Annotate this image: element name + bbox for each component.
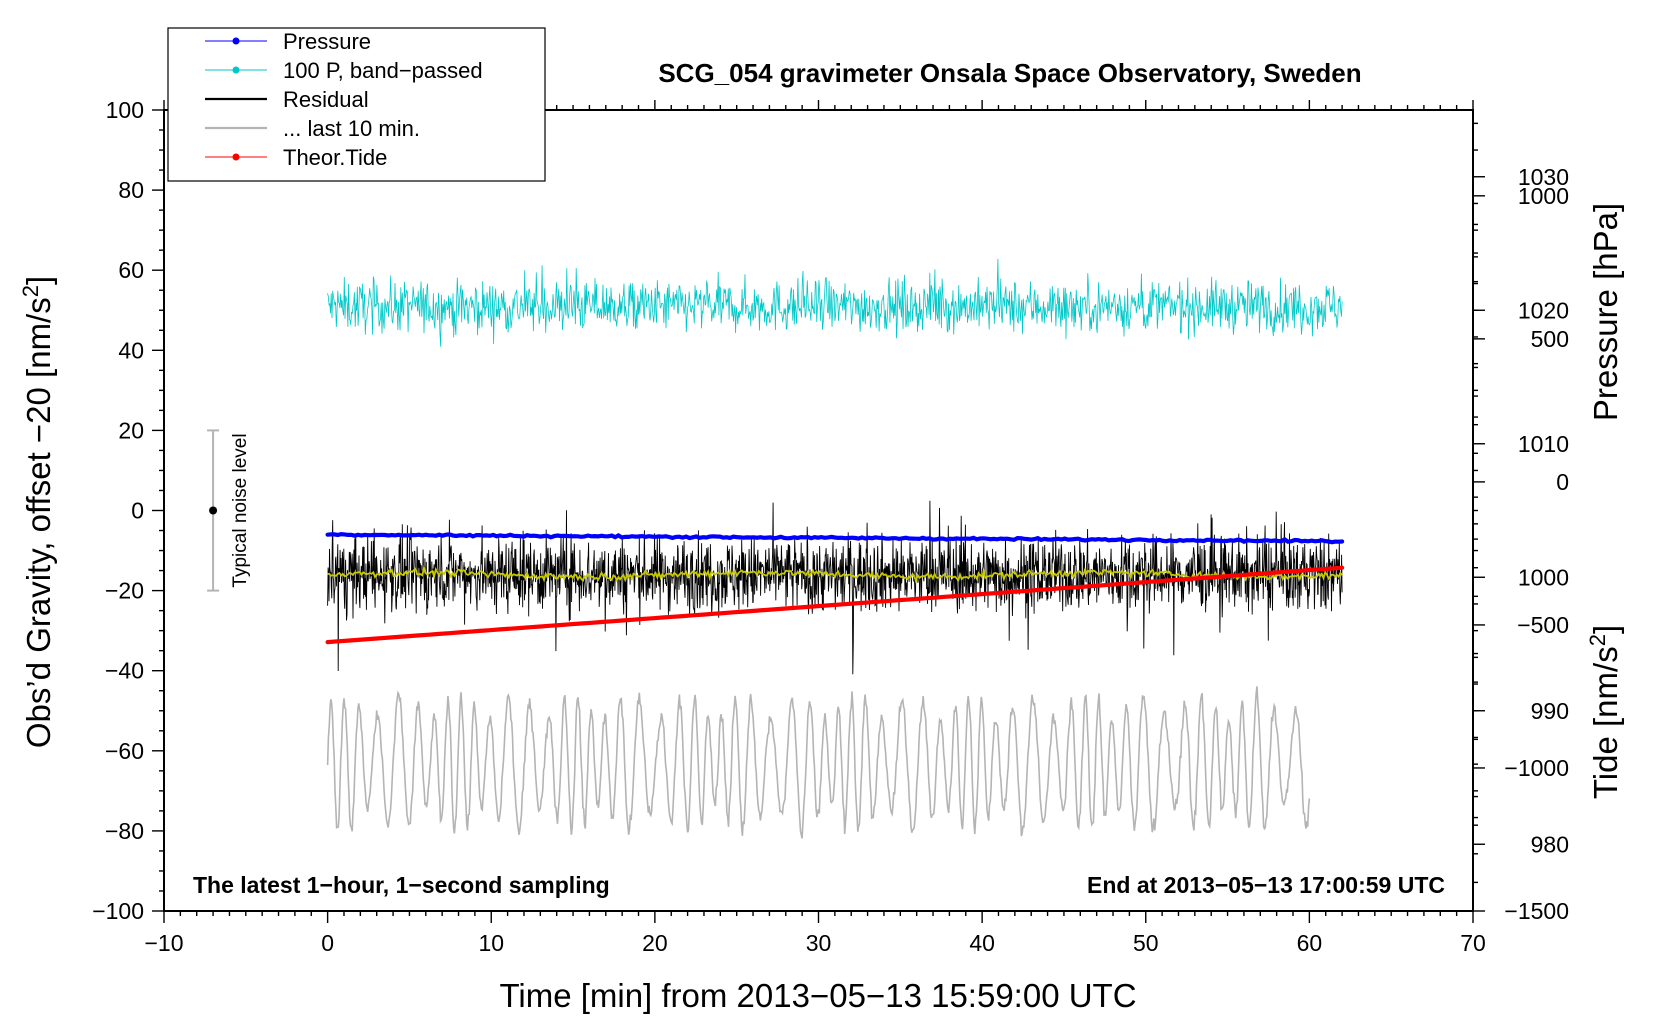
plot-frame: [163, 109, 1474, 912]
series-last-10-min: [326, 686, 1311, 839]
y-left-tick-label: 40: [118, 337, 144, 363]
noise-bar-center-dot: [209, 506, 218, 515]
y-axis-label-left-end: ]: [20, 276, 57, 285]
legend-label: 100 P, band−passed: [283, 58, 483, 83]
y-pressure-tick-label: 1030: [1518, 164, 1569, 190]
x-axis-label: Time [min] from 2013−05−13 15:59:00 UTC: [499, 977, 1136, 1014]
y-axis-label-tide-sup: 2: [1585, 634, 1610, 646]
series-pressure: [325, 531, 1345, 545]
y-pressure-tick-label: 990: [1531, 698, 1569, 724]
noise-level-bar: Typical noise level: [207, 429, 251, 592]
legend-label: Pressure: [283, 29, 371, 54]
legend-label: ... last 10 min.: [283, 116, 420, 141]
legend-entry: 100 P, band−passed: [205, 58, 483, 83]
chart-title: SCG_054 gravimeter Onsala Space Observat…: [658, 58, 1361, 88]
x-tick-label: 0: [321, 930, 334, 956]
y-tide-tick-label: −1000: [1504, 755, 1569, 781]
y-left-tick-label: −80: [105, 818, 144, 844]
series-bandpassed-pressure: [327, 258, 1343, 347]
y-left-tick-label: −40: [105, 658, 144, 684]
y-left-tick-label: 100: [106, 97, 144, 123]
noise-bar-label: Typical noise level: [230, 433, 251, 587]
y-left-tick-label: 20: [118, 417, 144, 443]
legend-entry: ... last 10 min.: [205, 116, 420, 141]
x-tick-label: 60: [1297, 930, 1323, 956]
x-tick-label: 20: [642, 930, 668, 956]
y-tide-tick-label: −1500: [1504, 898, 1569, 924]
y-axis-label-left-main: Obs’d Gravity, offset −20 [nm/s: [20, 297, 57, 748]
y-axis-label-tide-main: Tide [nm/s: [1587, 646, 1624, 799]
y-left-tick-label: −20: [105, 578, 144, 604]
y-left-tick-label: 80: [118, 177, 144, 203]
y-pressure-tick-label: 1000: [1518, 564, 1569, 590]
legend-marker: [232, 37, 240, 45]
legend: Pressure 100 P, band−passed Residual ... la…: [167, 27, 546, 182]
y-tide-tick-label: 1000: [1518, 183, 1569, 209]
legend-label: Residual: [283, 87, 369, 112]
y-pressure-tick-label: 980: [1531, 831, 1569, 857]
x-tick-label: 30: [806, 930, 832, 956]
y-axis-label-pressure: Pressure [hPa]: [1587, 203, 1624, 421]
x-tick-label: 70: [1460, 930, 1486, 956]
y-axis-label-tide: Tide [nm/s2]: [1585, 625, 1624, 799]
series-residual: [327, 500, 1343, 675]
y-tide-tick-label: 500: [1531, 326, 1569, 352]
y-pressure-tick-label: 1010: [1518, 431, 1569, 457]
y-left-tick-label: −60: [105, 738, 144, 764]
x-tick-label: −10: [144, 930, 183, 956]
x-tick-label: 50: [1133, 930, 1159, 956]
y-left-tick-label: −100: [92, 898, 144, 924]
legend-entry: Theor.Tide: [205, 145, 387, 170]
y-axis-label-left: Obs’d Gravity, offset −20 [nm/s2]: [18, 276, 57, 748]
y-axis-label-tide-end: ]: [1587, 625, 1624, 634]
annotation-end-time: End at 2013−05−13 17:00:59 UTC: [1087, 872, 1445, 898]
legend-entry: Residual: [205, 87, 369, 112]
y-axis-label-left-sup: 2: [18, 285, 43, 297]
y-left-tick-label: 0: [131, 498, 144, 524]
y-tide-tick-label: −500: [1517, 612, 1569, 638]
series-layer: [325, 258, 1345, 839]
legend-label: Theor.Tide: [283, 145, 387, 170]
legend-entry: Pressure: [205, 29, 371, 54]
annotation-sampling: The latest 1−hour, 1−second sampling: [193, 872, 610, 898]
legend-marker: [232, 153, 240, 161]
series-theor-tide: [325, 565, 1345, 645]
legend-box: [167, 27, 546, 182]
legend-marker: [232, 66, 240, 74]
y-pressure-tick-label: 1020: [1518, 297, 1569, 323]
series-residual-smoothed: [327, 564, 1343, 584]
x-tick-label: 10: [478, 930, 504, 956]
y-left-tick-label: 60: [118, 257, 144, 283]
x-tick-label: 40: [969, 930, 995, 956]
y-tide-tick-label: 0: [1556, 469, 1569, 495]
ticks-layer: −10 0 10 20 30 40 50 60 70−100−80−60−40−20020406…: [92, 97, 1569, 956]
